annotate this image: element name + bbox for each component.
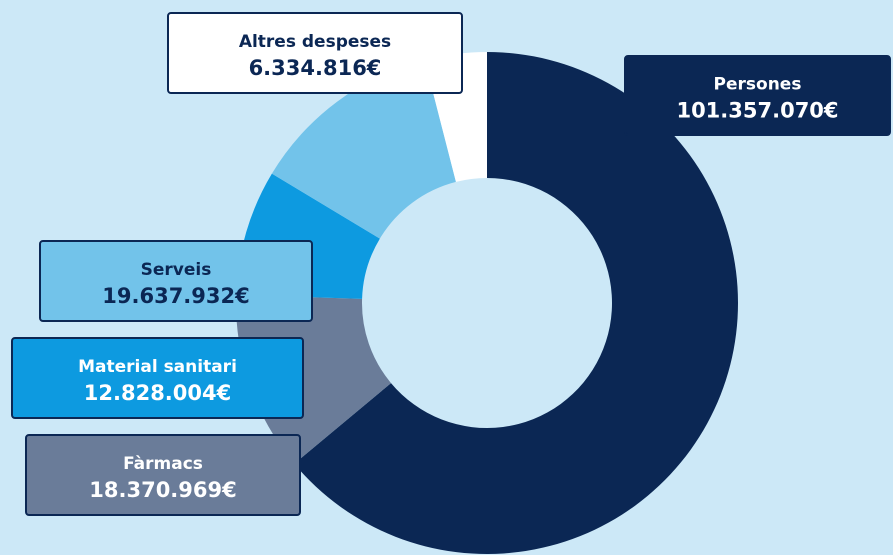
donut-slice xyxy=(236,294,392,464)
value-label: 18.370.969€ xyxy=(89,478,236,502)
category-label: Altres despeses xyxy=(239,32,391,52)
label-box xyxy=(25,434,301,516)
donut-slice xyxy=(271,59,456,239)
category-label: Serveis xyxy=(141,260,212,280)
label-box xyxy=(11,337,304,419)
value-label: 6.334.816€ xyxy=(249,56,382,80)
category-label: Persones xyxy=(714,74,802,94)
value-label: 12.828.004€ xyxy=(84,381,231,405)
label-box xyxy=(167,12,463,94)
category-label: Material sanitari xyxy=(78,357,237,377)
value-label: 19.637.932€ xyxy=(102,284,249,308)
label-box xyxy=(39,240,313,322)
category-label: Fàrmacs xyxy=(123,454,203,474)
value-label: 101.357.070€ xyxy=(676,98,838,122)
donut-slice xyxy=(294,52,738,554)
label-box xyxy=(624,55,891,136)
